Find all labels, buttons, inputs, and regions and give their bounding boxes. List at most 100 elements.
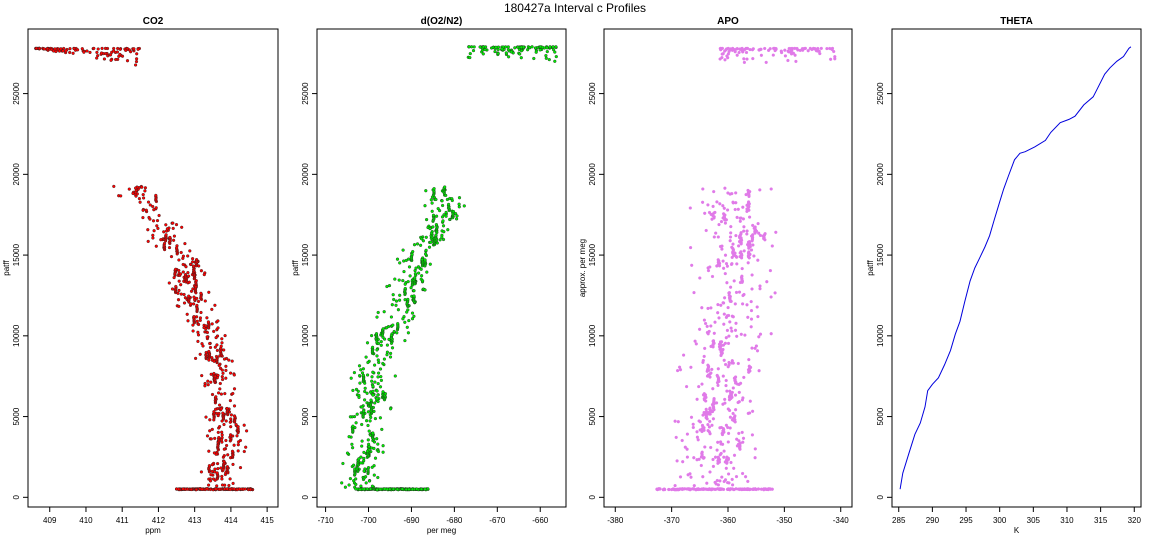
data-point <box>204 415 208 419</box>
data-point <box>741 205 745 209</box>
data-point <box>228 399 232 403</box>
data-point <box>213 467 217 471</box>
data-point <box>709 306 713 310</box>
data-point <box>374 332 379 336</box>
data-point <box>362 487 366 491</box>
data-point <box>424 235 428 239</box>
data-point <box>154 193 158 197</box>
data-point <box>747 250 751 254</box>
data-point <box>185 312 189 316</box>
data-point <box>156 226 160 230</box>
plot-frame <box>891 28 1142 508</box>
data-point <box>751 487 755 491</box>
data-point <box>403 320 407 324</box>
data-point <box>747 364 751 368</box>
data-point <box>373 380 377 384</box>
data-point <box>351 388 355 392</box>
data-point <box>740 302 745 306</box>
data-point <box>444 193 448 197</box>
data-point <box>99 51 104 55</box>
data-point <box>700 306 704 310</box>
x-tick-label: -700 <box>361 516 378 525</box>
data-point <box>736 244 741 248</box>
data-point <box>199 310 203 315</box>
data-point <box>183 487 188 491</box>
data-point <box>742 249 746 253</box>
data-point <box>213 303 217 307</box>
data-point <box>347 435 351 439</box>
data-point <box>504 51 508 55</box>
data-point <box>92 46 96 50</box>
data-point <box>388 355 393 359</box>
data-point <box>362 450 366 454</box>
data-point <box>736 207 740 211</box>
data-point <box>352 463 356 467</box>
data-point <box>719 487 724 491</box>
data-point <box>154 206 158 210</box>
data-point <box>356 389 360 393</box>
data-point <box>752 254 756 258</box>
data-point <box>394 299 399 303</box>
data-point <box>725 208 730 212</box>
data-point <box>793 46 797 50</box>
data-point <box>675 459 679 463</box>
data-point <box>171 226 175 230</box>
data-point <box>155 224 159 228</box>
x-tick-label: 412 <box>152 516 166 525</box>
data-point <box>745 203 749 207</box>
data-point <box>393 277 397 281</box>
data-point <box>429 240 433 244</box>
data-point <box>749 300 753 304</box>
y-tick-label: 20000 <box>301 163 310 186</box>
data-point <box>238 438 242 443</box>
data-point <box>187 274 191 278</box>
data-point <box>727 363 731 367</box>
data-point <box>726 440 730 444</box>
data-point <box>378 416 382 420</box>
data-point <box>410 311 415 315</box>
data-point <box>396 322 400 326</box>
data-point <box>199 470 203 474</box>
data-point <box>427 245 432 249</box>
data-point <box>739 332 743 336</box>
data-point <box>182 301 187 305</box>
data-point <box>706 266 710 270</box>
data-point <box>705 324 709 328</box>
data-point <box>140 185 144 189</box>
data-point <box>213 374 217 378</box>
data-point <box>214 407 218 411</box>
data-point <box>729 231 733 235</box>
data-point <box>164 233 168 237</box>
data-point <box>729 326 733 330</box>
data-point <box>695 397 699 401</box>
data-point <box>496 51 500 56</box>
x-tick-label: -660 <box>532 516 549 525</box>
data-point <box>404 258 408 262</box>
data-point <box>362 409 366 413</box>
data-point <box>381 361 385 366</box>
data-point <box>364 481 368 485</box>
data-point <box>745 303 749 307</box>
data-point <box>737 487 742 492</box>
data-point <box>695 430 699 434</box>
data-point <box>457 205 461 209</box>
data-point <box>174 223 179 227</box>
data-point <box>389 315 393 319</box>
data-point <box>751 233 755 237</box>
x-tick-label: 414 <box>224 516 238 525</box>
data-point <box>146 239 150 243</box>
data-point <box>347 483 351 487</box>
data-point <box>365 341 370 345</box>
data-point <box>373 363 377 367</box>
data-point <box>763 232 767 236</box>
data-point <box>385 326 389 330</box>
x-tick-label: -680 <box>446 516 463 525</box>
data-point <box>75 48 80 52</box>
data-point <box>721 266 726 270</box>
data-point <box>179 250 183 255</box>
x-axis-label: ppm <box>145 526 161 535</box>
data-point <box>441 219 445 223</box>
data-point <box>406 331 410 335</box>
data-point <box>720 475 724 479</box>
data-point <box>723 341 727 345</box>
